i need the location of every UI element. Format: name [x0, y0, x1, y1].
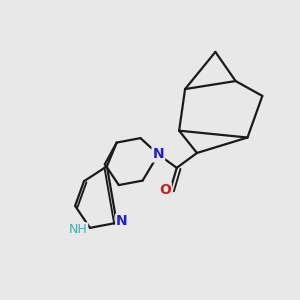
- Text: NH: NH: [69, 223, 88, 236]
- Text: N: N: [116, 214, 128, 228]
- Text: N: N: [152, 148, 164, 161]
- Text: O: O: [159, 183, 171, 197]
